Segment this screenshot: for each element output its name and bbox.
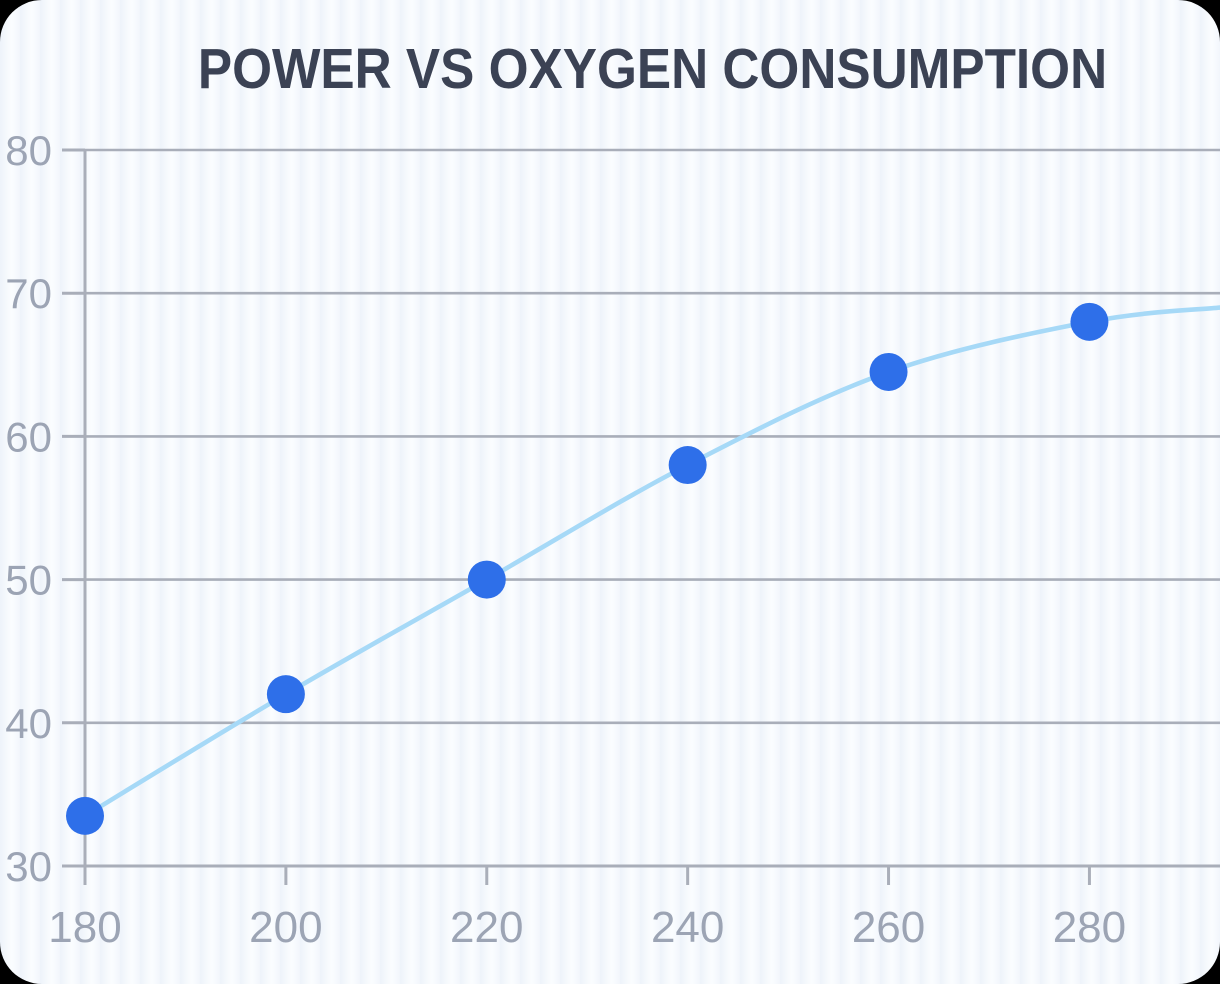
data-point <box>869 352 908 391</box>
y-tick-label: 70 <box>5 270 52 317</box>
x-tick-label: 200 <box>249 903 322 952</box>
y-tick-label: 30 <box>5 843 52 890</box>
data-point <box>1070 302 1109 341</box>
x-tick-label: 240 <box>651 903 724 952</box>
data-point <box>66 796 104 835</box>
y-tick-label: 60 <box>5 413 52 460</box>
data-point <box>266 675 305 714</box>
data-point <box>467 560 506 599</box>
chart-title: POWER VS OXYGEN CONSUMPTION <box>197 37 1108 101</box>
x-tick-label: 280 <box>1053 903 1126 952</box>
x-tick-label: 260 <box>852 903 925 952</box>
y-tick-label: 50 <box>5 557 52 604</box>
data-point <box>668 446 707 485</box>
x-tick-label: 220 <box>450 903 523 952</box>
trend-line <box>82 305 1220 819</box>
y-tick-label: 40 <box>5 700 52 747</box>
y-tick-label: 80 <box>5 127 52 174</box>
x-tick-label: 180 <box>48 903 121 952</box>
